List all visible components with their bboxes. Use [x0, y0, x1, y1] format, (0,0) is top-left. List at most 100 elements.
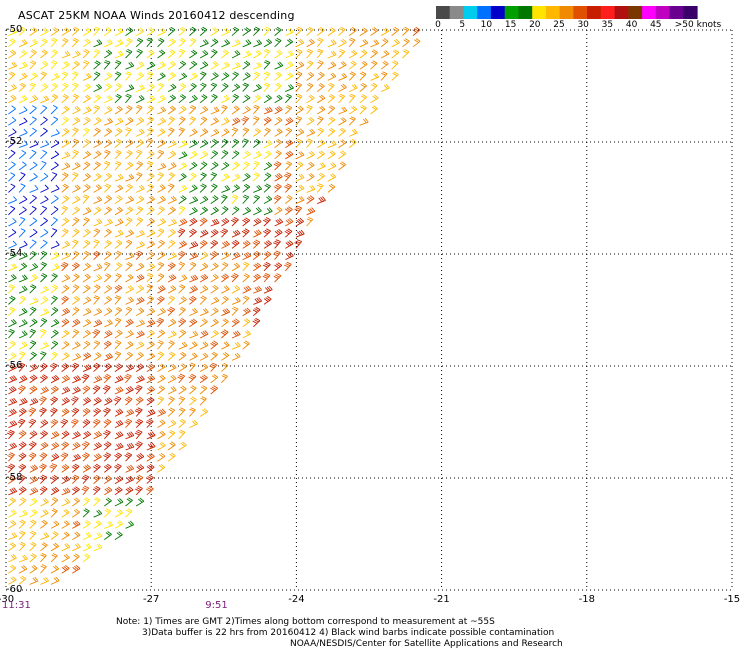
wind-barb: [40, 217, 48, 227]
wind-barb: [295, 173, 305, 182]
wind-barb: [199, 26, 208, 36]
wind-barb: [61, 564, 70, 574]
wind-barb: [338, 150, 347, 160]
wind-barb: [93, 497, 101, 507]
wind-barb: [18, 530, 26, 540]
wind-barb: [263, 172, 272, 182]
wind-barb: [135, 341, 145, 350]
color-scale-label: >50 knots: [674, 20, 722, 30]
wind-barb: [72, 273, 80, 283]
wind-barb: [348, 138, 357, 148]
wind-barb: [359, 39, 369, 48]
wind-barb: [93, 284, 101, 294]
wind-barb: [359, 82, 367, 92]
wind-barb: [39, 463, 47, 473]
wind-barb: [40, 351, 47, 361]
y-tick-label: -54: [6, 248, 23, 259]
wind-barb: [221, 373, 228, 384]
wind-barb: [18, 341, 28, 350]
wind-barb: [167, 452, 176, 462]
wind-barb: [29, 397, 39, 406]
wind-barb: [40, 195, 49, 204]
wind-barb: [221, 194, 228, 204]
wind-barb: [40, 542, 48, 552]
wind-barb: [189, 94, 198, 104]
wind-barb: [199, 71, 207, 81]
wind-barb: [18, 441, 27, 451]
wind-barb: [50, 161, 59, 171]
wind-barb: [8, 284, 16, 294]
wind-barb: [18, 183, 26, 193]
wind-barb: [125, 486, 134, 496]
wind-barb: [370, 49, 378, 59]
wind-barb: [167, 262, 176, 272]
wind-barb: [135, 139, 144, 148]
wind-barb: [50, 340, 59, 350]
wind-barb: [348, 60, 357, 70]
wind-barb: [210, 239, 219, 249]
wind-barb: [114, 50, 124, 59]
wind-barb: [230, 272, 239, 283]
wind-barb: [40, 308, 50, 317]
wind-barb: [29, 27, 38, 36]
color-scale-label: 45: [650, 20, 662, 30]
wind-barb: [167, 430, 176, 440]
wind-barb: [146, 37, 153, 48]
wind-barb: [263, 183, 271, 193]
wind-barb: [221, 352, 230, 361]
color-scale-swatch: [449, 6, 464, 19]
wind-barb: [104, 353, 113, 361]
wind-barb: [253, 138, 261, 148]
wind-barb: [242, 261, 250, 272]
wind-barb: [125, 229, 135, 238]
wind-barb: [242, 240, 251, 249]
wind-barb: [273, 273, 282, 283]
wind-barb: [103, 149, 111, 160]
wind-barbs: [7, 26, 421, 585]
wind-barb: [189, 307, 198, 317]
wind-barb: [210, 150, 219, 160]
wind-barb: [114, 486, 123, 496]
wind-barb: [167, 306, 176, 316]
wind-barb: [370, 82, 378, 92]
color-scale-swatch: [436, 6, 451, 19]
wind-barb: [104, 475, 113, 484]
wind-barb: [253, 39, 263, 48]
wind-barb: [199, 150, 209, 160]
wind-barb: [81, 373, 90, 384]
wind-barb: [93, 442, 102, 451]
wind-barb: [29, 385, 38, 395]
wind-barb: [199, 116, 208, 126]
wind-barb: [412, 38, 421, 48]
color-scale-label: 30: [577, 20, 589, 30]
wind-barb: [17, 362, 26, 372]
wind-barb: [114, 340, 122, 350]
wind-barb: [146, 352, 156, 361]
wind-barb: [146, 442, 156, 451]
wind-barb: [71, 239, 79, 249]
wind-barb: [125, 318, 134, 328]
wind-barb: [72, 520, 81, 529]
wind-barb: [50, 418, 59, 428]
wind-barb: [18, 486, 27, 496]
wind-barb: [338, 83, 347, 93]
wind-barb: [18, 140, 28, 149]
wind-barb: [104, 319, 113, 328]
wind-barb: [146, 160, 154, 171]
color-scale-label: 20: [529, 20, 541, 30]
wind-barb: [29, 576, 39, 585]
wind-barb: [189, 172, 197, 182]
color-scale-swatch: [669, 6, 684, 19]
wind-barb: [178, 72, 188, 81]
wind-barb: [295, 48, 303, 59]
wind-barb: [125, 239, 133, 249]
wind-barb: [50, 72, 60, 81]
wind-barb: [72, 386, 81, 395]
wind-barb: [136, 128, 145, 137]
wind-barb: [178, 306, 186, 316]
wind-barb: [178, 26, 186, 36]
wind-barb: [316, 71, 325, 81]
wind-barb: [82, 340, 91, 350]
wind-barb: [40, 519, 48, 529]
wind-barb: [8, 385, 17, 395]
